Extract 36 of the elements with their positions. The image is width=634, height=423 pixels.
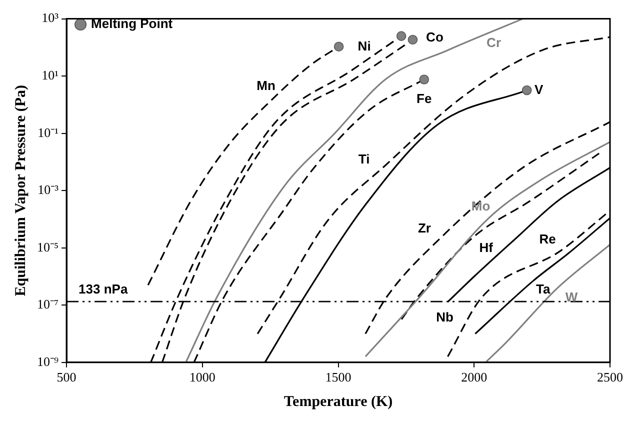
ref-line-label: 133 nPa <box>78 282 128 297</box>
x-axis-title: Temperature (K) <box>284 394 393 410</box>
x-tick-label: 2500 <box>597 370 623 385</box>
series-label: Nb <box>436 309 454 324</box>
y-tick-label: 10³ <box>42 10 59 26</box>
series-label: Cr <box>486 34 501 50</box>
series-label: Co <box>426 29 444 44</box>
series-label: Ti <box>358 151 370 166</box>
series-label: Hf <box>479 240 494 256</box>
line-series <box>185 18 524 362</box>
y-tick-label: 10⁻⁵ <box>36 239 59 254</box>
series-label: Fe <box>416 91 432 106</box>
x-tick-label: 2000 <box>461 370 488 385</box>
point <box>334 42 344 52</box>
point <box>419 74 430 84</box>
point <box>396 31 406 41</box>
series-label: Ta <box>536 282 551 297</box>
x-tick-label: 500 <box>56 370 76 385</box>
series-label: Zr <box>418 220 431 236</box>
y-tick-label: 10⁻¹ <box>38 124 59 140</box>
y-tick-label: 10¹ <box>42 67 59 82</box>
x-tick-label: 1500 <box>325 370 352 385</box>
y-tick-label: 10⁻⁹ <box>36 354 59 369</box>
series-label: V <box>534 82 544 97</box>
point <box>522 85 532 96</box>
point <box>408 34 418 45</box>
legend-label: Melting Point <box>91 16 174 32</box>
series-label: W <box>565 289 578 304</box>
series-label: Mo <box>471 198 490 214</box>
series-label: Mn <box>256 78 276 94</box>
series-label: Re <box>539 231 556 246</box>
y-tick-label: 10⁻³ <box>38 182 59 198</box>
y-tick-label: 10⁻⁷ <box>36 296 59 312</box>
series-label: Ni <box>358 38 371 54</box>
y-axis-title: Equilibrium Vapor Pressure (Pa) <box>12 84 29 296</box>
x-tick-label: 1000 <box>189 370 216 385</box>
